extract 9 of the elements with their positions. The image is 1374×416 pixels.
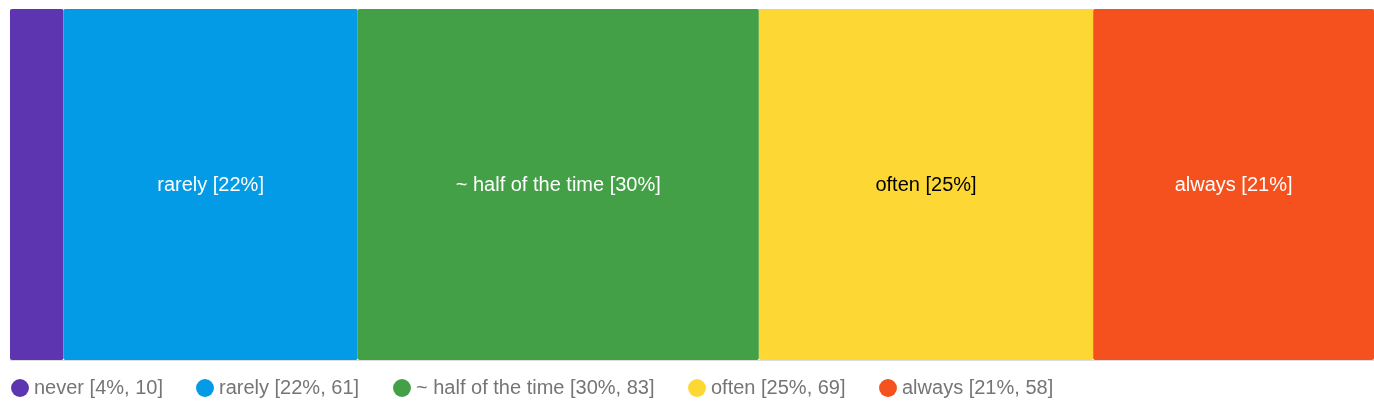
legend-label: never [4%, 10] (34, 376, 163, 398)
legend-label: always [21%, 58] (902, 376, 1054, 398)
data-label: rarely [22%] (157, 172, 264, 195)
legend-label: often [25%, 69] (711, 376, 846, 398)
legend-label: ~ half of the time [30%, 83] (416, 376, 655, 398)
legend-label: rarely [22%, 61] (219, 376, 360, 398)
data-label: always [21%] (1174, 172, 1293, 195)
data-label: often [25%] (875, 172, 977, 195)
data-label: ~ half of the time [30%] (455, 172, 661, 195)
